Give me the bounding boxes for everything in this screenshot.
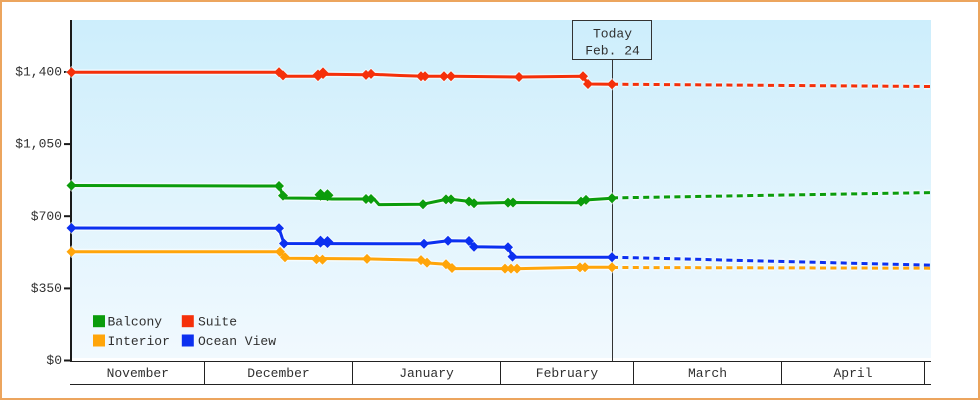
svg-text:Suite: Suite <box>198 315 237 330</box>
svg-text:February: February <box>536 366 599 381</box>
svg-text:December: December <box>247 366 309 381</box>
svg-text:Interior: Interior <box>108 334 170 349</box>
svg-text:April: April <box>833 366 872 381</box>
svg-text:$1,400: $1,400 <box>15 65 62 80</box>
svg-text:November: November <box>107 366 169 381</box>
svg-text:$350: $350 <box>31 281 62 296</box>
svg-text:January: January <box>399 366 454 381</box>
svg-text:$1,050: $1,050 <box>15 137 62 152</box>
svg-text:Ocean View: Ocean View <box>198 334 276 349</box>
svg-text:March: March <box>688 366 727 381</box>
svg-text:Today: Today <box>593 27 632 42</box>
svg-text:$0: $0 <box>46 353 62 368</box>
svg-text:Feb. 24: Feb. 24 <box>585 44 640 59</box>
svg-text:$700: $700 <box>31 209 62 224</box>
svg-text:Balcony: Balcony <box>108 315 163 330</box>
